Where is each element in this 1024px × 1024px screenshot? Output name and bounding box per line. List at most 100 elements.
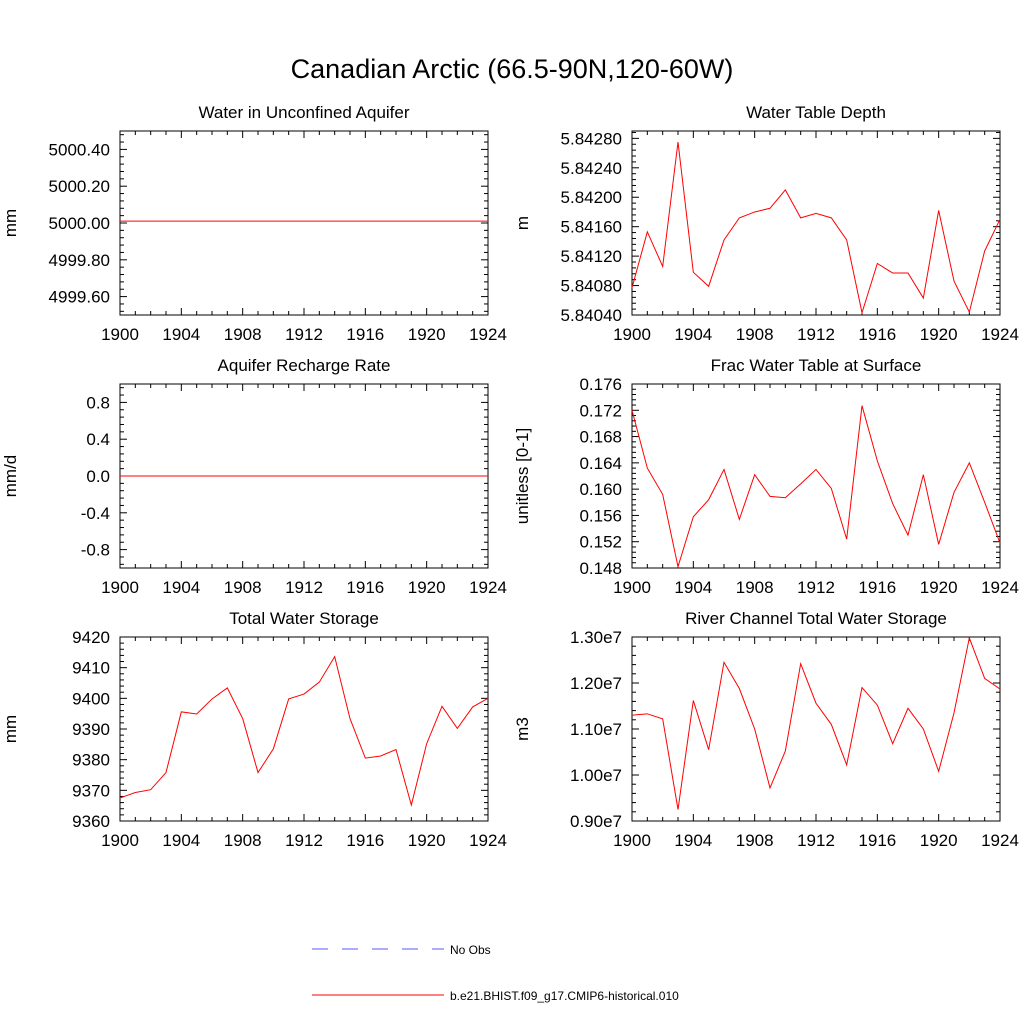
x-tick-label: 1904 [674, 831, 712, 850]
panel-title: Water Table Depth [746, 103, 886, 122]
y-axis-label: unitless [0-1] [513, 428, 532, 524]
y-tick-label: 9400 [72, 689, 110, 708]
x-tick-label: 1920 [920, 325, 958, 344]
panel-6: River Channel Total Water Storage m3 1900 1… [513, 609, 1019, 850]
y-tick-label: 9380 [72, 751, 110, 770]
x-tick-label: 1916 [346, 325, 384, 344]
legend-model-label: b.e21.BHIST.f09_g17.CMIP6-historical.010 [450, 989, 679, 1003]
y-tick-label: 5.84120 [561, 247, 622, 266]
panel-title: Frac Water Table at Surface [711, 356, 922, 375]
x-tick-label: 1900 [101, 831, 139, 850]
panel-title: River Channel Total Water Storage [685, 609, 947, 628]
panel-3: Aquifer Recharge Rate mm/d 1900 1904 1908 191… [1, 356, 507, 597]
x-tick-label: 1924 [981, 831, 1019, 850]
figure-title: Canadian Arctic (66.5-90N,120-60W) [290, 54, 734, 84]
x-tick-label: 1924 [981, 578, 1019, 597]
x-tick-label: 1916 [858, 831, 896, 850]
x-tick-label: 1912 [285, 831, 323, 850]
y-tick-label: 5.84040 [561, 306, 622, 325]
y-tick-label: 0.172 [579, 401, 622, 420]
y-tick-label: 0.90e7 [570, 812, 622, 831]
y-tick-label: 1.00e7 [570, 766, 622, 785]
y-tick-label: -0.4 [81, 504, 110, 523]
y-tick-label: 5.84200 [561, 188, 622, 207]
x-tick-label: 1904 [674, 578, 712, 597]
x-tick-label: 1912 [797, 578, 835, 597]
x-tick-label: 1924 [469, 578, 507, 597]
y-tick-label: 5.84240 [561, 159, 622, 178]
x-tick-label: 1920 [920, 831, 958, 850]
y-tick-label: 4999.60 [49, 288, 110, 307]
x-tick-label: 1916 [346, 831, 384, 850]
x-tick-label: 1916 [858, 325, 896, 344]
y-axis-label: mm [1, 715, 20, 743]
x-tick-label: 1900 [101, 325, 139, 344]
x-tick-label: 1916 [346, 578, 384, 597]
legend-obs-label: No Obs [450, 943, 491, 957]
x-tick-label: 1904 [162, 325, 200, 344]
x-tick-label: 1908 [736, 325, 774, 344]
y-tick-label: 0.0 [86, 467, 110, 486]
y-tick-label: 0.160 [579, 480, 622, 499]
y-tick-label: 0.156 [579, 506, 622, 525]
x-tick-label: 1908 [224, 831, 262, 850]
y-tick-label: 1.30e7 [570, 628, 622, 647]
x-tick-label: 1908 [736, 578, 774, 597]
y-tick-label: 4999.80 [49, 251, 110, 270]
x-tick-label: 1904 [162, 831, 200, 850]
panel-title: Aquifer Recharge Rate [218, 356, 391, 375]
y-tick-label: 5.84080 [561, 277, 622, 296]
y-tick-label: 5.84280 [561, 129, 622, 148]
y-tick-label: 5000.20 [49, 177, 110, 196]
y-tick-label: 0.4 [86, 430, 110, 449]
series-line-1 [631, 405, 1001, 569]
y-tick-label: 0.164 [579, 454, 622, 473]
panel-title: Total Water Storage [229, 609, 379, 628]
y-axis-label: mm/d [1, 455, 20, 498]
series-line-1 [119, 655, 489, 808]
x-tick-label: 1900 [101, 578, 139, 597]
x-tick-label: 1908 [736, 831, 774, 850]
x-tick-label: 1912 [797, 325, 835, 344]
y-tick-label: 1.20e7 [570, 674, 622, 693]
y-tick-label: 5000.40 [49, 140, 110, 159]
y-tick-label: 0.8 [86, 393, 110, 412]
y-tick-label: 5.84160 [561, 218, 622, 237]
panel-1: Water in Unconfined Aquifer mm 1900 1904 190… [1, 103, 507, 344]
x-tick-label: 1900 [613, 831, 651, 850]
x-tick-label: 1924 [469, 831, 507, 850]
x-tick-label: 1904 [674, 325, 712, 344]
y-tick-label: 0.176 [579, 375, 622, 394]
y-tick-label: 5000.00 [49, 214, 110, 233]
panel-4: Frac Water Table at Surface unitless [0-1… [513, 356, 1019, 597]
x-tick-label: 1924 [469, 325, 507, 344]
x-tick-label: 1920 [920, 578, 958, 597]
y-axis-label: m [513, 216, 532, 230]
y-tick-label: 0.152 [579, 533, 622, 552]
y-tick-label: 0.148 [579, 559, 622, 578]
panel-2: Water Table Depth m 1900 1904 1908 1912 1916 19… [513, 103, 1019, 344]
panel-5: Total Water Storage mm 1900 1904 1908 1912 191… [1, 609, 507, 850]
x-tick-label: 1904 [162, 578, 200, 597]
x-tick-label: 1900 [613, 325, 651, 344]
y-tick-label: 9410 [72, 659, 110, 678]
y-axis-label: mm [1, 209, 20, 237]
x-tick-label: 1900 [613, 578, 651, 597]
x-tick-label: 1912 [797, 831, 835, 850]
x-tick-label: 1912 [285, 325, 323, 344]
y-tick-label: 0.168 [579, 428, 622, 447]
x-tick-label: 1908 [224, 325, 262, 344]
series-line-1 [631, 636, 1001, 810]
x-tick-label: 1920 [408, 325, 446, 344]
x-tick-label: 1920 [408, 831, 446, 850]
y-tick-label: -0.8 [81, 541, 110, 560]
panel-title: Water in Unconfined Aquifer [198, 103, 409, 122]
x-tick-label: 1916 [858, 578, 896, 597]
x-tick-label: 1908 [224, 578, 262, 597]
x-tick-label: 1924 [981, 325, 1019, 344]
x-tick-label: 1920 [408, 578, 446, 597]
series-line-1 [631, 141, 1001, 315]
y-tick-label: 1.10e7 [570, 720, 622, 739]
y-tick-label: 9390 [72, 720, 110, 739]
